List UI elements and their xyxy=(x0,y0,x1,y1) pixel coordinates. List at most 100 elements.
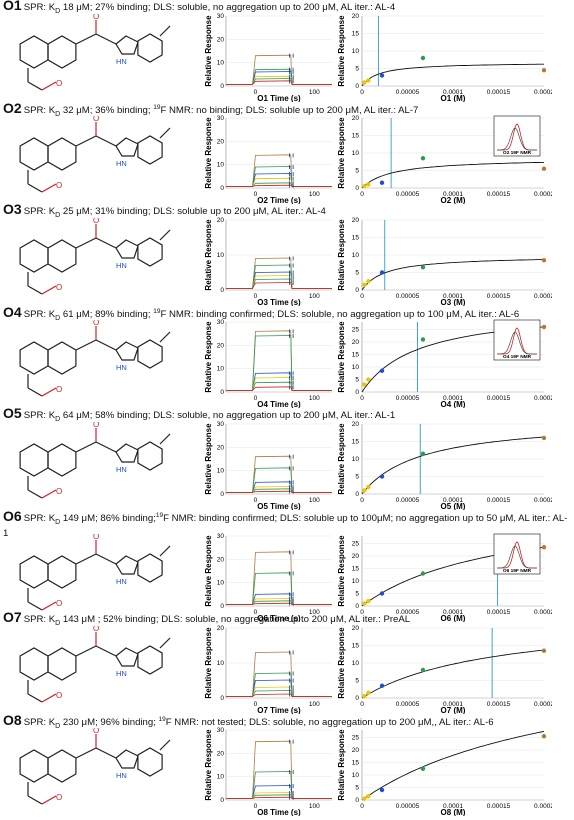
compound-row: O6 SPR: KD 149 μM; 86% binding;19F NMR: b… xyxy=(0,509,574,622)
binding-y-tick: 10 xyxy=(352,660,360,667)
sensorgram-chart: Relative Response 0 10 20 30 0 100 O8 Time (s) xyxy=(204,727,332,816)
methyl-bond xyxy=(159,127,171,139)
ring-bond xyxy=(47,749,77,783)
sensor-y-tick: 10 xyxy=(217,366,225,373)
ring-bond xyxy=(115,35,139,55)
header-text: SPR: K xyxy=(23,206,56,217)
sensorgram-trace xyxy=(226,686,332,697)
molecule-structure: O HN O xyxy=(19,320,171,397)
binding-x-tick: 0.00015 xyxy=(487,191,511,198)
sensor-x-label: O7 Time (s) xyxy=(257,706,301,714)
binding-x-tick: 0 xyxy=(360,609,364,616)
binding-x-tick: 0.0001 xyxy=(443,395,463,402)
sensor-x-tick: 0 xyxy=(254,497,258,504)
sensorgram-trace xyxy=(226,78,332,85)
data-point xyxy=(366,598,371,604)
substituent-bond xyxy=(27,795,43,805)
molecule-structure: O HN O xyxy=(19,534,171,611)
binding-y-tick: 5 xyxy=(355,678,359,685)
binding-x-label: O5 (M) xyxy=(441,502,466,510)
binding-x-tick: 0.00005 xyxy=(396,497,420,504)
methyl-bond xyxy=(159,739,171,751)
sensor-y-tick: 0 xyxy=(220,287,224,294)
header-subscript: D xyxy=(55,619,61,627)
compound-header: O6 SPR: KD 149 μM; 86% binding;19F NMR: b… xyxy=(3,509,571,539)
data-point xyxy=(379,73,385,78)
data-point xyxy=(420,265,426,270)
binding-y-label: Relative Response xyxy=(337,627,346,699)
binding-x-tick: 0.00015 xyxy=(487,609,511,616)
header-text: F NMR: not tested; DLS: soluble, no aggr… xyxy=(165,717,494,729)
sensorgram-trace xyxy=(226,278,332,289)
sensor-y-tick: 0 xyxy=(220,491,224,498)
binding-x-tick: 0.0002 xyxy=(534,191,552,198)
binding-x-tick: 0.00005 xyxy=(396,89,420,96)
header-text: 143 μM ; 52% binding; DLS: soluble, no a… xyxy=(60,614,411,625)
binding-x-tick: 0.0002 xyxy=(534,701,552,708)
binding-x-tick: 0.0001 xyxy=(443,701,463,708)
binding-curve-chart: Relative Response 0 5 10 15 20 25 0 0.00005 0.000… xyxy=(337,533,552,622)
header-text: SPR: K xyxy=(23,513,56,525)
ring-bond xyxy=(115,647,139,667)
sensor-x-label: O4 Time (s) xyxy=(257,400,301,408)
chain-bond xyxy=(75,553,97,565)
nmr-inset-label: O2 19F NMR xyxy=(503,150,532,156)
sensorgram-trace xyxy=(226,593,332,605)
binding-y-tick: 5 xyxy=(355,377,359,384)
binding-y-tick: 20 xyxy=(352,339,360,346)
sensor-y-tick: 20 xyxy=(217,444,225,451)
sensorgram-trace xyxy=(226,173,332,187)
substituent-bond xyxy=(27,387,43,397)
sensorgram-trace xyxy=(226,330,332,391)
compound-row: O7 SPR: KD 143 μM ; 52% binding; DLS: sol… xyxy=(0,610,574,714)
binding-y-tick: 15 xyxy=(352,643,360,650)
sensor-y-tick: 20 xyxy=(217,138,225,145)
header-subscript: D xyxy=(55,415,61,423)
sensor-y-tick: 10 xyxy=(217,468,225,475)
compound-id: O4 xyxy=(3,304,22,321)
binding-y-tick: 5 xyxy=(355,474,359,481)
ring-bond xyxy=(115,341,139,361)
data-point xyxy=(366,484,371,490)
sensorgram-chart: Relative Response 0 10 20 30 0 100 O2 Time (s) xyxy=(204,115,332,204)
binding-x-label: O3 (M) xyxy=(441,298,466,306)
methyl-bond xyxy=(159,433,171,445)
compound-row: O2 SPR: KD 32 μM; 36% binding; 19F NMR: n… xyxy=(0,100,574,204)
binding-x-tick: 0.00015 xyxy=(487,701,511,708)
sensorgram-trace xyxy=(226,796,332,799)
molecule-structure: O HN O xyxy=(19,422,171,499)
sensor-x-tick: 100 xyxy=(309,89,320,96)
nmr-inset: O6 19F NMR xyxy=(493,533,541,575)
compound-id: O2 xyxy=(3,100,22,117)
sensorgram-trace xyxy=(226,572,332,605)
ring-bond xyxy=(19,749,49,783)
chain-bond xyxy=(75,441,97,453)
compound-header: O7 SPR: KD 143 μM ; 52% binding; DLS: sol… xyxy=(3,610,571,629)
header-text: F NMR: no binding; DLS: soluble up to 20… xyxy=(160,105,419,117)
binding-x-tick: 0.00005 xyxy=(396,701,420,708)
binding-y-tick: 15 xyxy=(352,31,360,38)
ring-bond xyxy=(19,443,49,477)
binding-curve-chart: Relative Response 0 5 10 15 20 0 0.00005 0.0001 0… xyxy=(337,625,552,714)
oxygen-atom: O xyxy=(93,14,99,21)
oxygen-atom: O xyxy=(56,599,62,608)
binding-x-label: O8 (M) xyxy=(441,808,466,816)
binding-y-tick: 25 xyxy=(352,327,360,334)
binding-y-tick: 0 xyxy=(355,185,359,192)
data-point xyxy=(362,80,367,85)
sensorgram-trace xyxy=(226,282,332,289)
compound-row: O8 SPR: KD 230 μM; 96% binding; 19F NMR: … xyxy=(0,713,574,816)
sensor-x-tick: 0 xyxy=(254,293,258,300)
binding-x-tick: 0.00015 xyxy=(487,497,511,504)
binding-y-tick: 10 xyxy=(352,578,360,585)
binding-x-tick: 0.0002 xyxy=(534,609,552,616)
substituent-bond xyxy=(27,81,43,91)
substituent-bond xyxy=(27,285,43,295)
binding-x-label: O4 (M) xyxy=(441,400,466,408)
binding-y-tick: 15 xyxy=(352,352,360,359)
binding-y-tick: 25 xyxy=(352,735,360,742)
binding-x-tick: 0.0001 xyxy=(443,89,463,96)
chain-bond xyxy=(75,645,97,657)
substituent-bond xyxy=(41,183,57,193)
binding-y-label: Relative Response xyxy=(337,535,346,607)
